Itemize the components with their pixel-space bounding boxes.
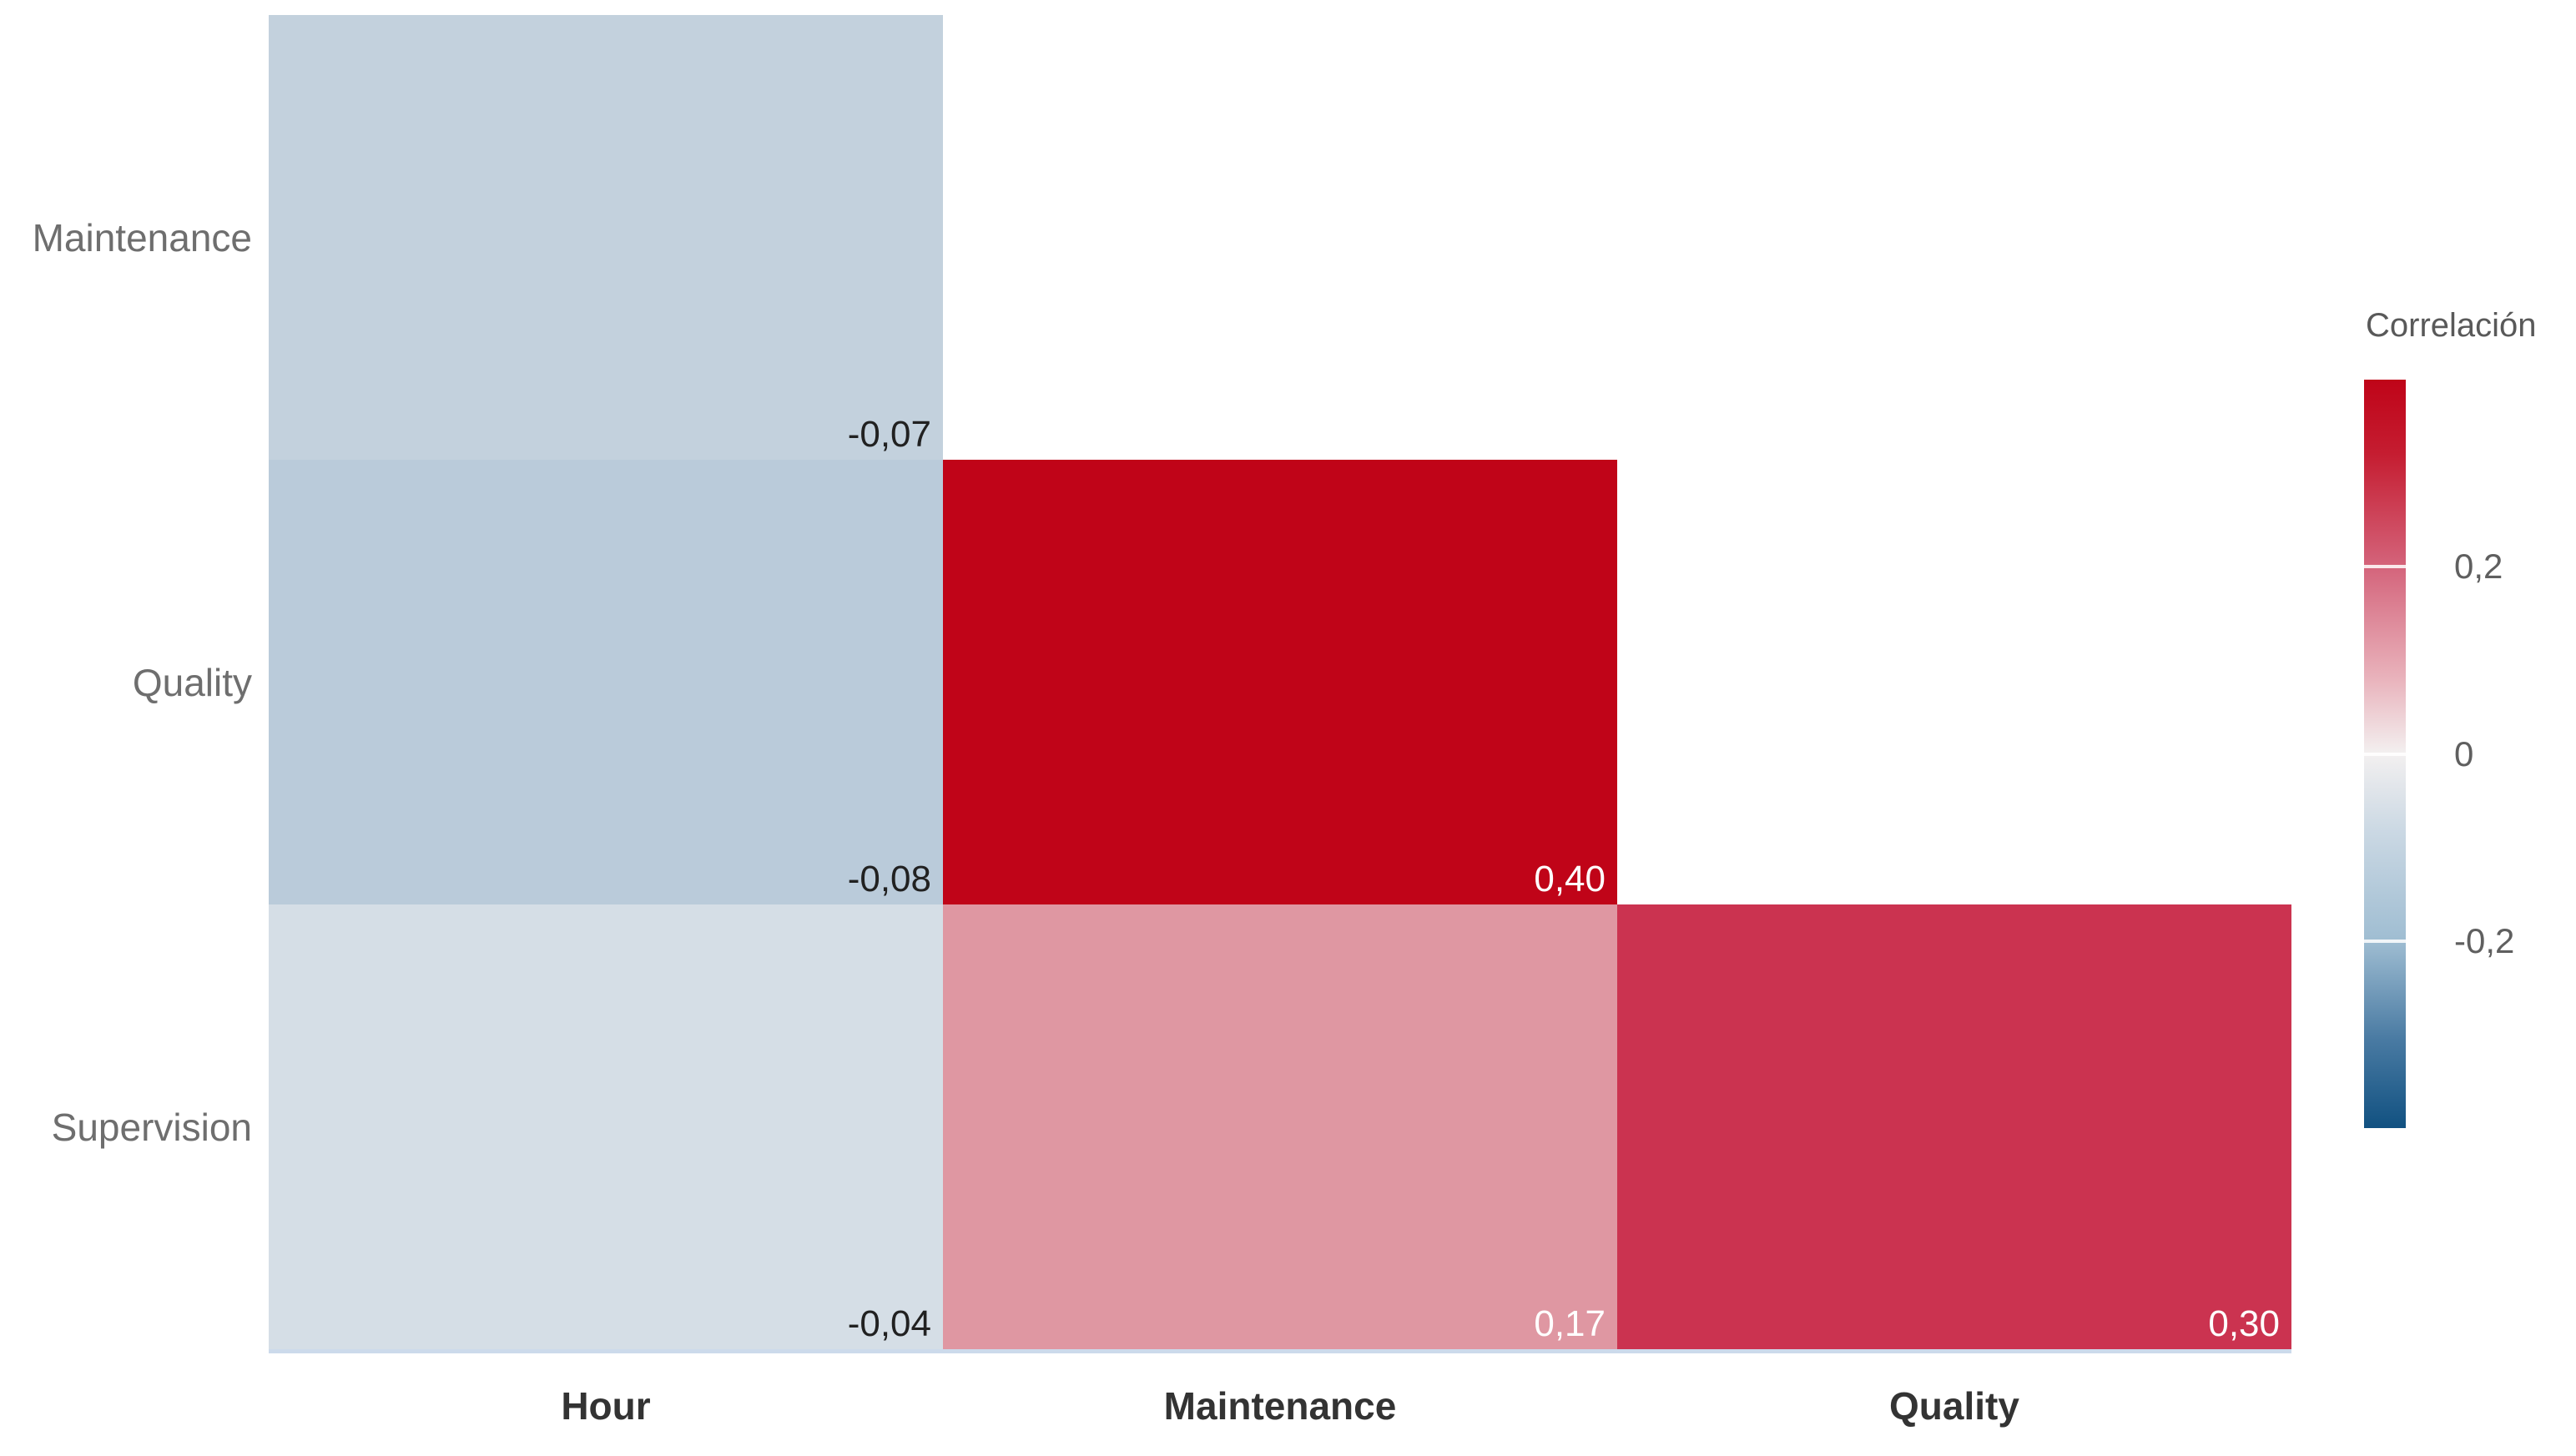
- heatmap-cell-quality-maintenance[interactable]: 0,40: [943, 460, 1617, 904]
- heatmap-cell-supervision-hour[interactable]: -0,04: [269, 904, 943, 1349]
- heatmap-cell-maintenance-hour[interactable]: -0,07: [269, 15, 943, 460]
- legend-tick-label: 0: [2454, 733, 2474, 773]
- legend-tick-line: [2364, 752, 2406, 756]
- heatmap-cell-supervision-quality[interactable]: 0,30: [1617, 904, 2291, 1349]
- y-axis-label-maintenance: Maintenance: [32, 215, 252, 259]
- legend-ticks: 0,2 0 -0,2: [2454, 380, 2571, 1128]
- cell-value-label: 0,30: [2208, 1303, 2280, 1344]
- x-axis: Hour Maintenance Quality: [269, 1349, 2291, 1456]
- heatmap-cell-supervision-maintenance[interactable]: 0,17: [943, 904, 1617, 1349]
- legend-tick-line: [2364, 939, 2406, 943]
- x-axis-label-maintenance: Maintenance: [1163, 1384, 1397, 1428]
- y-axis-label-supervision: Supervision: [51, 1105, 252, 1149]
- legend-gradient-bar: [2364, 380, 2406, 1128]
- legend-tick-label: -0,2: [2454, 920, 2515, 960]
- heatmap-grid: -0,07 -0,08 0,40 -0,04 0,17 0,30: [269, 15, 2291, 1349]
- x-axis-label-hour: Hour: [561, 1384, 651, 1428]
- cell-value-label: -0,08: [847, 859, 931, 899]
- x-axis-label-quality: Quality: [1889, 1384, 2019, 1428]
- legend-tick-label: 0,2: [2454, 547, 2503, 587]
- cell-value-label: -0,07: [847, 414, 931, 455]
- legend-title: Correlación: [2366, 307, 2537, 344]
- cell-value-label: 0,17: [1534, 1303, 1606, 1344]
- legend-tick-line: [2364, 565, 2406, 569]
- cell-value-label: 0,40: [1534, 859, 1606, 899]
- plot-bottom-line: [269, 1349, 2291, 1353]
- cell-value-label: -0,04: [847, 1303, 931, 1344]
- heatmap-cell-quality-hour[interactable]: -0,08: [269, 460, 943, 904]
- y-axis: Maintenance Quality Supervision: [0, 15, 252, 1349]
- y-axis-label-quality: Quality: [132, 660, 252, 704]
